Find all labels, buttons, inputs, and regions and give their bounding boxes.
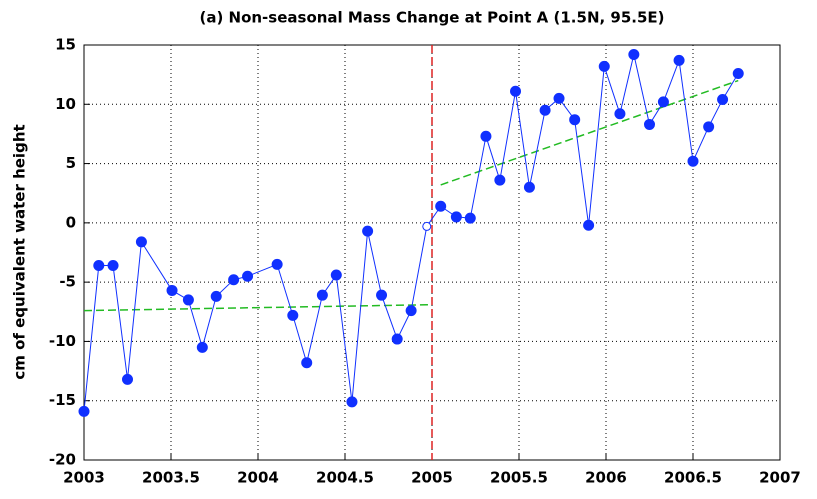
- x-tick-label: 2003: [63, 469, 105, 487]
- data-point: [301, 357, 313, 369]
- data-point: [405, 305, 417, 317]
- x-tick-label: 2005.5: [490, 469, 548, 487]
- x-tick-label: 2006.5: [664, 469, 722, 487]
- data-point: [598, 60, 610, 72]
- data-point: [271, 258, 283, 270]
- data-point: [569, 114, 581, 126]
- data-point: [242, 270, 254, 282]
- data-point: [93, 260, 105, 272]
- y-tick-label: 0: [66, 213, 76, 231]
- data-point: [614, 108, 626, 120]
- y-tick-label: -10: [49, 332, 76, 350]
- data-point: [316, 289, 328, 301]
- data-point: [450, 211, 462, 223]
- trend-line: [83, 303, 433, 312]
- chart-title: (a) Non-seasonal Mass Change at Point A …: [199, 9, 664, 27]
- data-point: [228, 274, 240, 286]
- data-line: [83, 54, 739, 412]
- data-point: [583, 219, 595, 231]
- data-point: [687, 155, 699, 167]
- data-point: [732, 67, 744, 79]
- y-tick-label: -15: [49, 391, 76, 409]
- data-point: [539, 104, 551, 116]
- trend-line: [440, 79, 739, 186]
- data-point: [196, 341, 208, 353]
- y-tick-label: 15: [55, 36, 76, 54]
- data-point: [657, 96, 669, 108]
- x-tick-label: 2006: [585, 469, 627, 487]
- data-point: [480, 130, 492, 142]
- x-tick-label: 2003.5: [142, 469, 200, 487]
- x-tick-label: 2005: [411, 469, 453, 487]
- y-tick-label: 10: [55, 95, 76, 113]
- data-point: [287, 309, 299, 321]
- data-point: [553, 92, 565, 104]
- data-point: [122, 373, 133, 385]
- data-point: [673, 54, 685, 66]
- data-point: [182, 294, 194, 306]
- data-point: [717, 94, 729, 106]
- x-tick-label: 2007: [759, 469, 801, 487]
- data-point: [330, 269, 342, 281]
- data-point: [464, 212, 476, 224]
- data-point: [510, 85, 522, 97]
- data-point: [703, 121, 715, 133]
- data-point: [135, 236, 147, 248]
- x-tick-label: 2004: [237, 469, 279, 487]
- data-point: [362, 225, 374, 237]
- y-axis-label: cm of equivalent water height: [11, 124, 29, 379]
- data-point: [391, 333, 403, 345]
- y-tick-label: -20: [49, 451, 76, 469]
- data-point: [628, 48, 640, 60]
- data-point: [376, 289, 388, 301]
- x-tick-label: 2004.5: [316, 469, 374, 487]
- data-point: [523, 181, 535, 193]
- data-point: [644, 118, 655, 130]
- data-point: [494, 174, 506, 186]
- data-point: [435, 200, 447, 212]
- data-point: [346, 396, 358, 408]
- data-point: [210, 290, 222, 302]
- y-tick-label: -5: [59, 273, 76, 291]
- y-tick-label: 5: [66, 154, 76, 172]
- data-point: [422, 221, 432, 231]
- data-point: [78, 405, 90, 417]
- data-point: [107, 260, 119, 272]
- data-point: [166, 284, 178, 296]
